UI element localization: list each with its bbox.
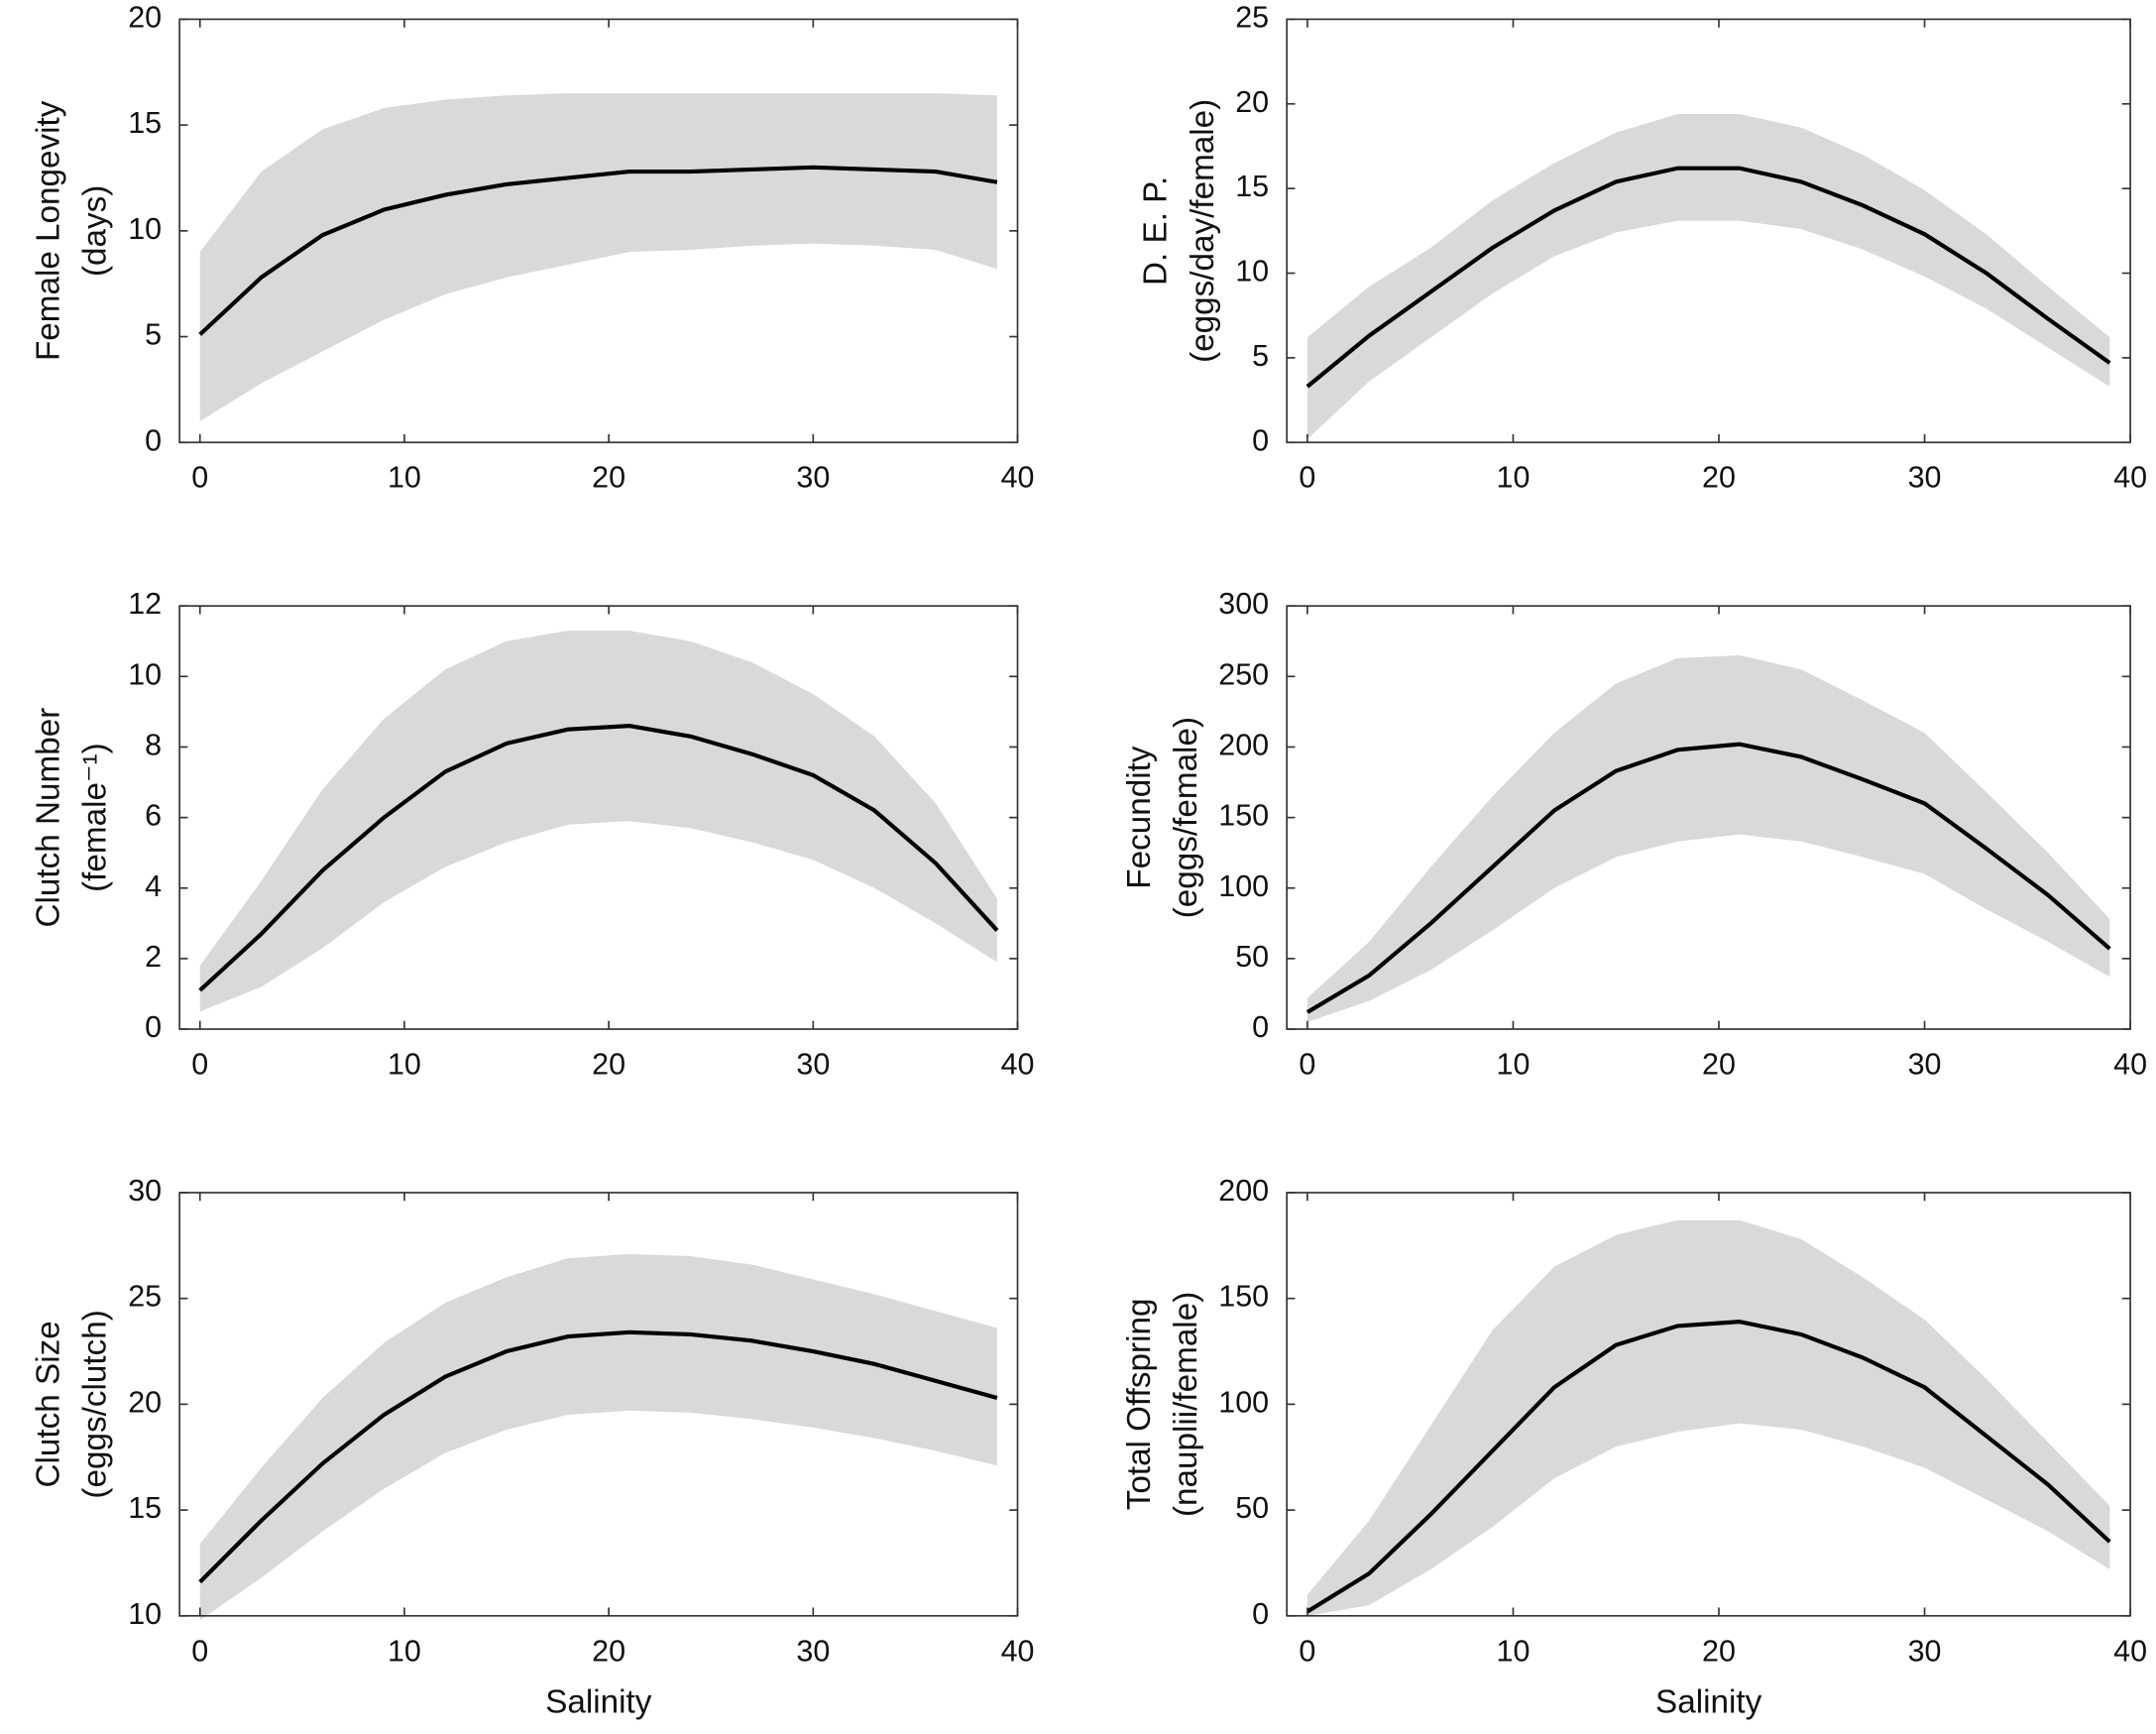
panel: 0 10 20 30 40 10 15 20 25 30 Clutch Size (eggs/clut…: [31, 1174, 1035, 1720]
y-tick-label: 25: [128, 1280, 162, 1314]
confidence-band: [1306, 654, 2110, 1022]
confidence-band: [1306, 1219, 2110, 1616]
y-tick-label: 6: [145, 799, 162, 833]
x-tick-label: 0: [191, 1048, 208, 1082]
mean-line: [198, 724, 999, 992]
y-axis-label: Clutch Size: [31, 1321, 67, 1487]
y-tick-label: 20: [128, 0, 162, 34]
x-tick-label: 40: [1001, 461, 1035, 495]
x-tick-label: 0: [1299, 461, 1315, 495]
mean-line: [1305, 166, 2111, 389]
x-tick-label: 20: [592, 1634, 625, 1668]
x-tick-label: 30: [1908, 1048, 1942, 1082]
y-axis-label: Female Longevity: [31, 100, 67, 361]
x-tick-label: 30: [796, 1634, 830, 1668]
y-tick-label: 50: [1235, 940, 1269, 974]
y-axis-label: D. E. P.: [1138, 176, 1175, 286]
confidence-band: [199, 93, 997, 421]
y-tick-label: 15: [128, 1491, 162, 1525]
x-tick-label: 40: [2113, 461, 2147, 495]
panel: 0 10 20 30 40 0 5 10 15 20 Female Longevity (days): [31, 0, 1035, 494]
y-tick-label: 5: [145, 318, 162, 352]
x-axis-label: Salinity: [545, 1683, 652, 1720]
panel: 0 10 20 30 40 0 50 100 150 200 Total Offspring (nau…: [1121, 1174, 2147, 1720]
y-axis-label: (nauplii/female): [1168, 1292, 1204, 1517]
x-tick-label: 20: [592, 1048, 625, 1082]
x-tick-label: 40: [2113, 1048, 2147, 1082]
y-tick-label: 10: [1235, 255, 1269, 289]
y-tick-label: 0: [1252, 423, 1269, 457]
x-tick-label: 0: [191, 461, 208, 495]
x-tick-label: 40: [2113, 1634, 2147, 1668]
y-tick-label: 10: [128, 657, 162, 691]
y-tick-label: 250: [1218, 657, 1269, 691]
y-tick-label: 150: [1218, 799, 1269, 833]
y-tick-label: 100: [1218, 1385, 1269, 1419]
y-axis-label: Fecundity: [1121, 746, 1158, 889]
x-tick-label: 30: [1908, 461, 1942, 495]
y-tick-label: 20: [128, 1385, 162, 1419]
panel: 0 10 20 30 40 0 50 100 150 200 250 300 Fecundity (egg…: [1121, 587, 2147, 1081]
x-tick-label: 40: [1001, 1634, 1035, 1668]
x-tick-label: 20: [1702, 461, 1736, 495]
x-tick-label: 30: [796, 461, 830, 495]
x-tick-label: 10: [388, 1634, 421, 1668]
axes-box: [1286, 18, 2131, 444]
y-tick-label: 4: [145, 869, 162, 903]
y-tick-label: 300: [1218, 587, 1269, 621]
x-tick-label: 30: [796, 1048, 830, 1082]
x-tick-label: 10: [1497, 461, 1531, 495]
x-axis-label: Salinity: [1655, 1683, 1762, 1720]
y-tick-label: 0: [1252, 1597, 1269, 1631]
panel: 0 10 20 30 40 0 5 10 15 20 25 D. E. P. (eggs/day/fem…: [1138, 0, 2147, 494]
y-tick-label: 30: [128, 1174, 162, 1208]
y-axis-label: (days): [77, 185, 114, 277]
y-tick-label: 8: [145, 729, 162, 762]
y-tick-label: 10: [128, 1597, 162, 1631]
confidence-band: [199, 631, 997, 1012]
y-tick-label: 200: [1218, 1174, 1269, 1208]
y-tick-label: 10: [128, 212, 162, 246]
y-tick-label: 0: [145, 423, 162, 457]
x-tick-label: 0: [1299, 1048, 1315, 1082]
y-tick-label: 100: [1218, 869, 1269, 903]
mean-line: [1305, 1320, 2111, 1614]
confidence-band: [199, 1253, 997, 1621]
y-tick-label: 12: [128, 587, 162, 621]
y-axis-label: Clutch Number: [31, 708, 67, 928]
x-tick-label: 0: [191, 1634, 208, 1668]
x-tick-label: 0: [1299, 1634, 1315, 1668]
y-tick-label: 150: [1218, 1280, 1269, 1314]
x-tick-label: 30: [1908, 1634, 1942, 1668]
y-axis-label: (eggs/female): [1168, 717, 1204, 918]
x-tick-label: 10: [388, 1048, 421, 1082]
x-tick-label: 10: [1497, 1048, 1531, 1082]
y-axis-label: Total Offspring: [1121, 1298, 1158, 1510]
y-axis-label: (eggs/day/female): [1185, 99, 1221, 363]
y-axis-label: (female⁻¹): [77, 743, 114, 892]
y-tick-label: 50: [1235, 1491, 1269, 1525]
x-tick-label: 20: [1702, 1048, 1736, 1082]
y-tick-label: 20: [1235, 85, 1269, 119]
y-axis-label: (eggs/clutch): [77, 1310, 114, 1498]
y-tick-label: 0: [145, 1010, 162, 1044]
mean-line: [198, 1329, 998, 1584]
x-tick-label: 40: [1001, 1048, 1035, 1082]
y-tick-label: 0: [1252, 1010, 1269, 1044]
mean-line: [1305, 742, 2111, 1014]
confidence-band: [1306, 114, 2110, 439]
x-tick-label: 20: [592, 461, 625, 495]
x-tick-label: 10: [1497, 1634, 1531, 1668]
y-tick-label: 5: [1252, 339, 1269, 373]
mean-line: [198, 165, 998, 336]
y-tick-label: 25: [1235, 0, 1269, 34]
y-tick-label: 2: [145, 940, 162, 974]
x-tick-label: 20: [1702, 1634, 1736, 1668]
y-tick-label: 200: [1218, 729, 1269, 762]
y-tick-label: 15: [1235, 170, 1269, 203]
x-tick-label: 10: [388, 461, 421, 495]
y-tick-label: 15: [128, 106, 162, 140]
panel: 0 10 20 30 40 0 2 4 6 8 10 12 Clutch Number (female⁻¹…: [31, 587, 1035, 1081]
